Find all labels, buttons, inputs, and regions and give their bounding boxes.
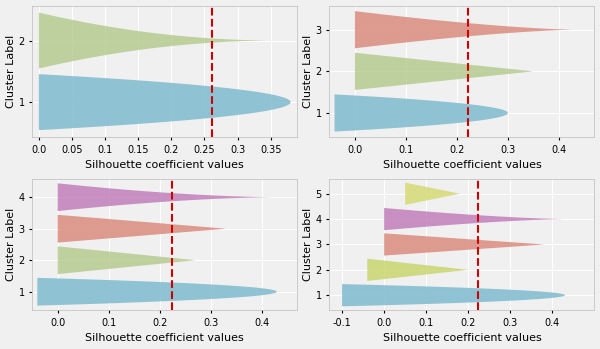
Polygon shape xyxy=(58,215,226,243)
X-axis label: Silhouette coefficient values: Silhouette coefficient values xyxy=(85,333,244,343)
Polygon shape xyxy=(39,74,290,130)
Polygon shape xyxy=(355,53,533,90)
X-axis label: Silhouette coefficient values: Silhouette coefficient values xyxy=(383,160,541,170)
Polygon shape xyxy=(37,278,277,306)
Polygon shape xyxy=(58,246,195,274)
Y-axis label: Cluster Label: Cluster Label xyxy=(303,35,313,108)
Polygon shape xyxy=(384,208,562,230)
Polygon shape xyxy=(405,183,460,205)
Y-axis label: Cluster Label: Cluster Label xyxy=(5,208,16,281)
X-axis label: Silhouette coefficient values: Silhouette coefficient values xyxy=(383,333,541,343)
Y-axis label: Cluster Label: Cluster Label xyxy=(303,208,313,281)
Polygon shape xyxy=(58,183,271,211)
X-axis label: Silhouette coefficient values: Silhouette coefficient values xyxy=(85,160,244,170)
Y-axis label: Cluster Label: Cluster Label xyxy=(5,35,16,108)
Polygon shape xyxy=(367,259,468,281)
Polygon shape xyxy=(384,233,544,255)
Polygon shape xyxy=(355,11,571,48)
Polygon shape xyxy=(342,284,565,306)
Polygon shape xyxy=(39,13,265,68)
Polygon shape xyxy=(335,94,508,132)
